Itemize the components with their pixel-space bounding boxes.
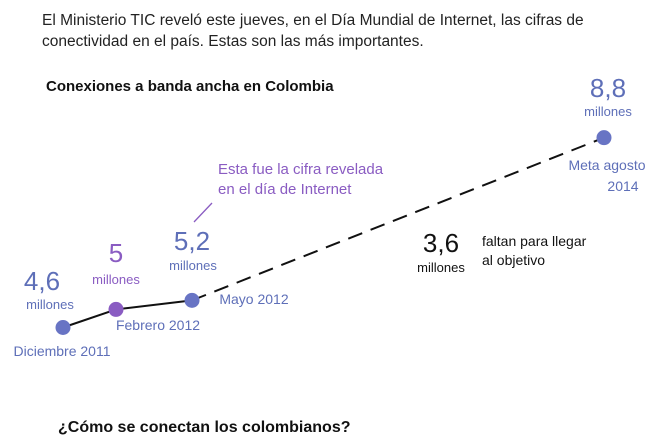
- gap-value: 3,6: [423, 228, 459, 258]
- series-line-segment: [62, 308, 117, 329]
- annotation-text: Esta fue la cifra revelada: [218, 161, 384, 178]
- data-point: [596, 130, 612, 146]
- unit-label: millones: [92, 272, 140, 287]
- category-label: Diciembre 2011: [13, 343, 110, 359]
- category-label: Febrero 2012: [116, 317, 200, 333]
- gap-text: al objetivo: [482, 252, 545, 268]
- unit-label: millones: [26, 297, 74, 312]
- projection-line: [191, 136, 605, 302]
- data-point: [108, 301, 124, 317]
- value-label: 8,8: [590, 73, 626, 103]
- next-section-heading: ¿Cómo se conectan los colombianos?: [58, 419, 351, 436]
- intro-text: El Ministerio TIC reveló este jueves, en…: [42, 12, 584, 50]
- chart-title: Conexiones a banda ancha en Colombia: [46, 78, 334, 95]
- category-label: 2014: [607, 178, 638, 194]
- value-label: 4,6: [24, 266, 60, 296]
- value-label: 5: [109, 238, 123, 268]
- category-label: Meta agosto: [568, 157, 645, 173]
- annotation-leader: [193, 202, 213, 223]
- data-point: [55, 320, 71, 335]
- unit-label: millones: [169, 258, 217, 273]
- gap-text: faltan para llegar: [482, 233, 587, 249]
- annotation-text: en el día de Internet: [218, 181, 352, 198]
- series-line-segment: [115, 299, 193, 311]
- category-label: Mayo 2012: [219, 291, 288, 307]
- unit-label: millones: [584, 104, 632, 119]
- gap-unit: millones: [417, 260, 465, 275]
- value-label: 5,2: [174, 226, 210, 256]
- data-point: [184, 292, 200, 308]
